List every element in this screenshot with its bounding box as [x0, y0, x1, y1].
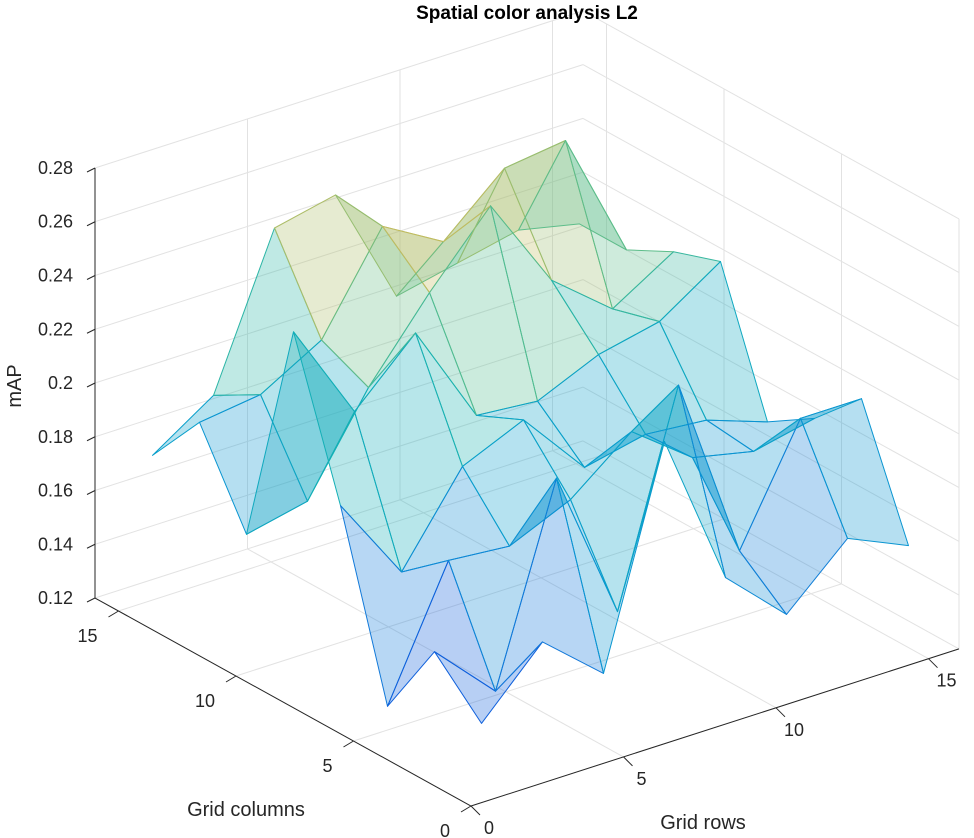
z-tick-label: 0.26: [38, 212, 73, 232]
side-wall-grid-line-z: [582, 171, 960, 381]
floor-grid-line-y: [353, 583, 842, 742]
x-tick-mark: [928, 658, 938, 669]
x-tick-label: 5: [636, 769, 646, 789]
z-tick-mark: [86, 436, 96, 442]
y-tick-mark: [460, 805, 472, 813]
back-wall-grid-line-z: [94, 64, 584, 223]
z-tick-mark: [86, 543, 96, 549]
z-tick-mark: [86, 490, 96, 495]
y-tick-mark: [225, 675, 237, 683]
z-tick-mark: [86, 167, 96, 173]
y-tick-label: 5: [322, 756, 332, 776]
z-tick-mark: [86, 328, 96, 334]
y-tick-mark: [108, 610, 119, 618]
floor-grid-line-y: [118, 453, 607, 612]
surface-face: [800, 398, 909, 547]
z-tick-mark: [86, 382, 96, 388]
z-tick-label: 0.16: [38, 481, 73, 501]
y-axis-title: Grid columns: [187, 799, 305, 821]
floor-grid-line-x: [399, 499, 777, 709]
x-tick-label: 15: [936, 671, 956, 691]
y-tick-mark: [343, 740, 354, 748]
z-tick-label: 0.24: [38, 266, 73, 286]
y-axis-line: [94, 597, 472, 807]
z-tick-mark: [86, 275, 96, 280]
x-axis-title: Grid rows: [660, 812, 746, 834]
y-tick-label: 15: [77, 626, 97, 646]
floor-grid-line-y: [235, 518, 725, 677]
z-tick-label: 0.14: [38, 534, 73, 554]
side-wall-grid-line-z: [582, 64, 960, 274]
x-tick-label: 10: [784, 720, 804, 740]
z-tick-mark: [86, 221, 96, 227]
x-tick-label: 0: [484, 818, 494, 838]
z-tick-label: 0.22: [38, 319, 73, 339]
x-tick-mark: [470, 805, 481, 816]
surface-layer: [152, 140, 909, 724]
side-wall-grid-line-z: [582, 225, 960, 435]
back-wall-grid-line-z: [94, 440, 584, 599]
side-wall-grid-line-z: [582, 279, 960, 489]
chart-title: Spatial color analysis L2: [416, 3, 638, 24]
x-axis-line: [470, 648, 960, 807]
back-wall-grid-line-z: [94, 10, 584, 169]
z-tick-label: 0.12: [38, 588, 73, 608]
side-wall-grid-line-z: [582, 117, 960, 327]
y-tick-label: 10: [195, 691, 215, 711]
side-wall-grid-line-z: [582, 386, 960, 596]
labels-layer: 0510150510150.120.140.160.180.20.220.240…: [38, 158, 957, 838]
back-wall-grid-line-z: [94, 332, 584, 491]
side-wall-grid-line-z: [582, 10, 960, 220]
z-axis-title: mAP: [4, 364, 26, 407]
z-tick-mark: [86, 597, 96, 603]
y-tick-label: 0: [440, 821, 450, 838]
z-tick-label: 0.18: [38, 427, 73, 447]
back-wall-grid-line-z: [94, 386, 584, 545]
z-tick-label: 0.28: [38, 158, 73, 178]
x-tick-mark: [623, 756, 633, 767]
floor-grid-line-x: [552, 450, 929, 660]
back-wall-grid-line-z: [94, 171, 584, 330]
z-tick-label: 0.2: [48, 373, 73, 393]
x-tick-mark: [775, 707, 786, 718]
axes-layer: [86, 167, 960, 816]
side-wall-grid-line-z: [582, 440, 960, 650]
